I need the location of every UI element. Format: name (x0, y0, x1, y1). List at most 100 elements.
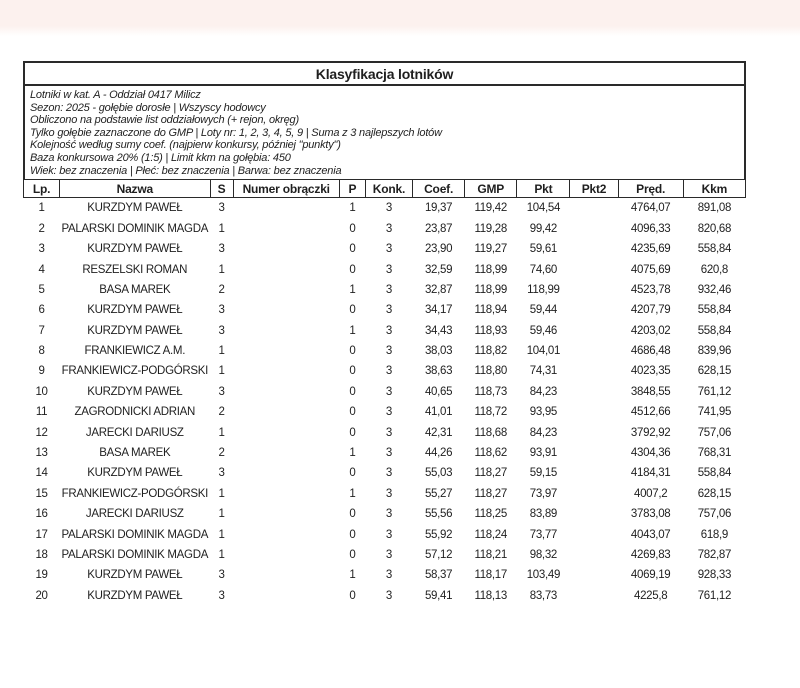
table-cell: 2 (218, 406, 225, 419)
table-cell (570, 300, 618, 320)
table-cell: 44,26 (424, 447, 453, 460)
table-cell: 59,41 (424, 589, 453, 602)
table-cell: 3 (385, 345, 393, 358)
table-cell: 820,68 (697, 222, 732, 235)
table-cell: 119,28 (474, 222, 507, 235)
table-cell: 1 (218, 508, 225, 521)
table-cell: 3 (385, 406, 393, 419)
table-cell (233, 484, 339, 504)
table-cell: 118,25 (474, 508, 507, 521)
table-row: 10 KURZDYM PAWEŁ 3 0 3 40,65 118,73 84,23 3848,5… (24, 382, 746, 402)
info-line-5: Kolejność według sumy coef. (najpierw ko… (30, 139, 341, 152)
table-cell: 782,87 (697, 548, 732, 561)
table-cell: 119,27 (474, 243, 507, 256)
table-cell (570, 402, 618, 422)
table-cell: 4512,66 (630, 406, 671, 419)
table-cell: 4523,78 (630, 283, 671, 296)
table-row: 19 KURZDYM PAWEŁ 3 1 3 58,37 118,17 103,49 4069,… (24, 565, 746, 585)
table-cell: 118,24 (474, 528, 507, 541)
page-top-band (0, 0, 800, 36)
table-cell: 4184,31 (630, 467, 671, 480)
table-cell: 3 (218, 569, 225, 582)
table-cell: KURZDYM PAWEŁ (87, 589, 183, 602)
table-cell: 4203,02 (630, 324, 671, 337)
table-cell: FRANKIEWICZ-PODGÓRSKI (61, 487, 209, 500)
table-cell: 73,77 (529, 528, 558, 541)
table-cell (570, 422, 618, 442)
table-cell: 3 (385, 447, 393, 460)
table-cell: 3 (385, 365, 393, 378)
table-cell: ZAGRODNICKI ADRIAN (74, 406, 196, 419)
table-cell: 2 (38, 222, 45, 235)
table-cell: 3 (385, 426, 393, 439)
table-cell: 618,9 (700, 528, 729, 541)
column-header: S (209, 179, 234, 199)
table-cell: 18 (35, 548, 48, 561)
table-cell: 3 (385, 304, 393, 317)
info-line-4: Tylko gołębie zaznaczone do GMP | Loty n… (30, 126, 442, 139)
column-header: P (338, 179, 366, 199)
table-cell: 59,46 (529, 324, 558, 337)
table-cell: 118,17 (474, 569, 507, 582)
table-row: 17 PALARSKI DOMINIK MAGDA 1 0 3 55,92 118,24 73… (24, 524, 746, 544)
table-cell: 38,63 (424, 365, 453, 378)
table-cell: JARECKI DARIUSZ (85, 508, 184, 521)
table-row: 9 FRANKIEWICZ-PODGÓRSKI 1 0 3 38,63 118,80 74,3… (24, 361, 746, 381)
table-cell: 118,72 (474, 406, 507, 419)
table-cell: 558,84 (697, 324, 732, 337)
table-cell: 83,89 (529, 508, 558, 521)
table-cell: 8 (38, 345, 45, 358)
report-sheet: Klasyfikacja lotników Lotniki w kat. A -… (22, 61, 747, 606)
table-row: 3 KURZDYM PAWEŁ 3 0 3 23,90 119,27 59,61 4235,69… (24, 239, 746, 259)
table-cell (570, 280, 618, 300)
table-cell: 558,84 (697, 304, 732, 317)
table-cell: 58,37 (424, 569, 453, 582)
table-cell (233, 341, 339, 361)
table-cell: 34,17 (424, 304, 453, 317)
table-header-row: Lp. Nazwa S Numer obrączki P Konk. Coef. GMP Pkt… (22, 179, 747, 199)
table-cell: 74,60 (529, 263, 558, 276)
table-cell: 84,23 (529, 426, 558, 439)
table-cell: 59,15 (529, 467, 558, 480)
table-row: 4 RESZELSKI ROMAN 1 0 3 32,59 118,99 74,60 4075,… (24, 259, 746, 279)
page-title: Klasyfikacja lotników (315, 65, 454, 82)
table-row: 8 FRANKIEWICZ A.M. 1 0 3 38,03 118,82 104,01 468… (24, 341, 746, 361)
column-header: Pkt2 (569, 179, 619, 199)
table-cell: 55,27 (424, 487, 453, 500)
table-cell (233, 259, 339, 279)
table-cell: 0 (349, 345, 356, 358)
table-cell: 6 (38, 304, 45, 317)
table-cell: 12 (35, 426, 48, 439)
table-cell: 15 (35, 487, 48, 500)
table-cell: 4269,83 (630, 548, 671, 561)
table-cell: 0 (349, 548, 356, 561)
info-line-2: Sezon: 2025 - gołębie dorosłe | Wszyscy … (30, 101, 266, 114)
table-cell: 3 (385, 467, 393, 480)
table-row: 20 KURZDYM PAWEŁ 3 0 3 59,41 118,13 83,73 4225,8… (24, 586, 746, 606)
table-cell: 4096,33 (630, 222, 671, 235)
table-cell: 104,01 (526, 345, 561, 358)
table-cell: 3 (385, 569, 393, 582)
table-cell: 40,65 (424, 385, 453, 398)
table-cell: 1 (218, 222, 225, 235)
table-cell: 74,31 (529, 365, 558, 378)
table-cell: 59,61 (529, 243, 558, 256)
table-cell: 0 (349, 385, 356, 398)
table-cell (570, 382, 618, 402)
table-row: 2 PALARSKI DOMINIK MAGDA 1 0 3 23,87 119,28 99,… (24, 219, 746, 239)
table-cell: KURZDYM PAWEŁ (87, 385, 183, 398)
table-cell: 1 (218, 528, 225, 541)
table-cell: 3 (385, 508, 393, 521)
table-cell: 7 (38, 324, 45, 337)
table-cell (570, 504, 618, 524)
table-cell: 4235,69 (630, 243, 671, 256)
table-cell (233, 586, 339, 606)
table-cell: 23,87 (424, 222, 453, 235)
table-cell (233, 545, 339, 565)
table-cell: 10 (35, 385, 48, 398)
table-cell: 0 (349, 508, 356, 521)
table-cell: 3 (218, 467, 225, 480)
table-cell: 119,42 (474, 202, 507, 215)
table-cell: 3 (385, 243, 393, 256)
table-cell (570, 341, 618, 361)
